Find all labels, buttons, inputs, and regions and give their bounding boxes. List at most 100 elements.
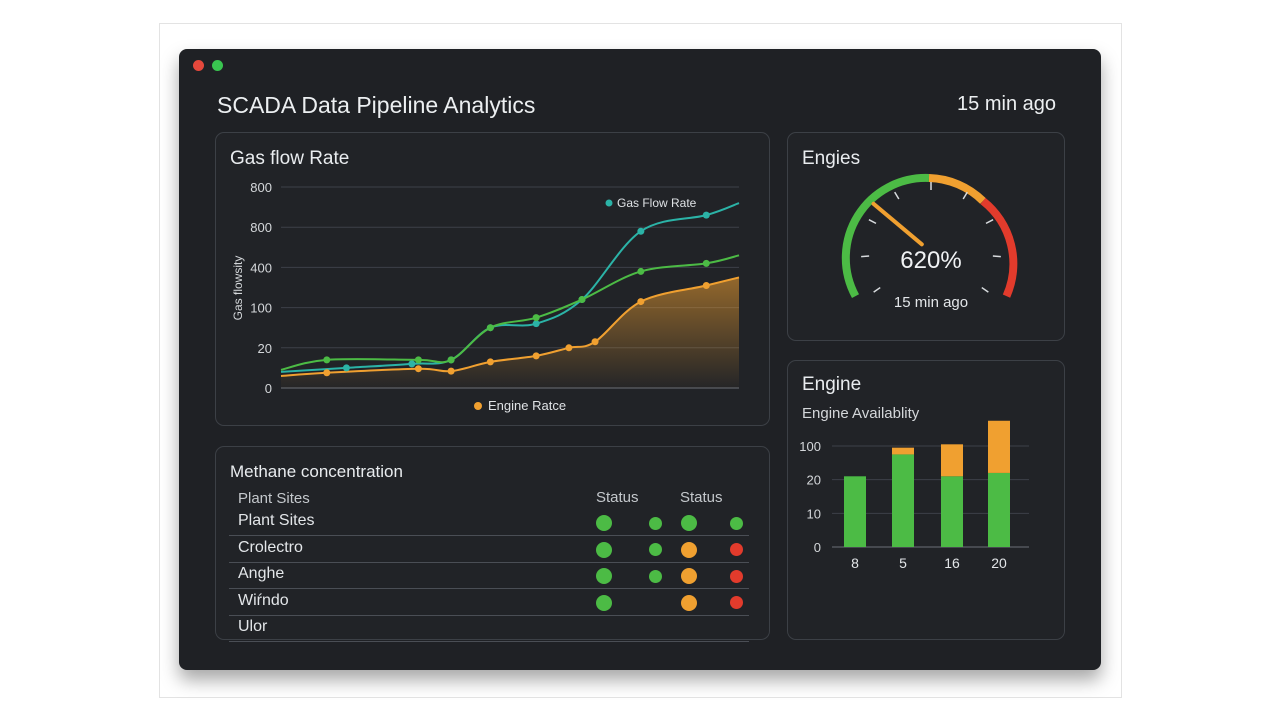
availability-bar-segment xyxy=(941,444,963,477)
secondary-flow-line-point xyxy=(578,296,586,304)
availability-bar xyxy=(844,476,866,547)
status-indicator-orange xyxy=(681,594,697,611)
engines-title: Engies xyxy=(802,148,861,169)
gauge-tick xyxy=(868,219,877,225)
gas-flow-y-tick: 0 xyxy=(265,381,272,396)
availability-x-tick: 8 xyxy=(851,555,859,571)
methane-title: Methane concentration xyxy=(230,462,403,481)
availability-y-tick: 20 xyxy=(807,473,821,488)
status-indicator-green xyxy=(649,543,662,556)
gauge-arc-red xyxy=(980,197,1018,298)
gas-flow-line-point xyxy=(408,360,416,368)
gas-flow-y-tick: 400 xyxy=(250,260,272,275)
maximize-window-button[interactable] xyxy=(212,60,223,71)
secondary-flow-line-point xyxy=(447,356,455,364)
gas-flow-line-point xyxy=(702,211,710,219)
site-name: Wiŕndo xyxy=(238,591,289,609)
engine-rate-line-point xyxy=(565,344,573,352)
gas-flow-line-point xyxy=(637,227,645,235)
secondary-flow-line-point xyxy=(532,314,540,322)
availability-x-tick: 20 xyxy=(991,555,1007,571)
gauge-value: 620% xyxy=(900,247,961,274)
status-indicator-orange xyxy=(681,541,697,558)
availability-bar-segment xyxy=(892,447,914,455)
engine-subtitle: Engine Availablity xyxy=(802,405,920,422)
status-indicator-green xyxy=(596,515,612,531)
gas-flow-y-tick: 100 xyxy=(250,301,272,316)
gas-flow-y-tick: 20 xyxy=(258,341,272,356)
status-indicator-green xyxy=(596,568,612,584)
engine-title: Engine xyxy=(802,374,862,395)
gauge-needle xyxy=(871,201,924,247)
gauge-arc-orange xyxy=(928,174,986,204)
site-name: Plant Sites xyxy=(238,512,315,529)
dashboard-title: SCADA Data Pipeline Analytics xyxy=(217,92,536,118)
availability-bar-segment xyxy=(988,420,1010,473)
availability-x-tick: 16 xyxy=(944,555,960,571)
site-name: Anghe xyxy=(238,565,285,582)
engine-rate-line-point xyxy=(591,338,599,346)
gauge-tick xyxy=(992,255,1001,258)
gauge-updated: 15 min ago xyxy=(894,294,968,311)
gauge-tick xyxy=(873,286,881,293)
close-window-button[interactable] xyxy=(193,60,204,71)
site-row[interactable]: Ulor xyxy=(229,615,749,642)
secondary-flow-line-point xyxy=(702,259,710,267)
gas-flow-chart: 0 20 100 400 800 800 Gas flowsity Gas Flow Ra… xyxy=(231,180,740,413)
gas-flow-panel: Gas flow Rate 0 20 100 400 800 800 Gas flowsi… xyxy=(215,132,770,426)
engine-rate-line-point xyxy=(323,369,331,377)
engine-availability-panel: Engine Engine Availablity 0 10 20 100 8 5 16 2… xyxy=(787,360,1065,640)
availability-y-tick: 0 xyxy=(814,540,821,555)
gauge-tick xyxy=(894,191,900,200)
site-row[interactable]: Wiŕndo xyxy=(229,589,749,616)
engine-rate-area xyxy=(281,277,739,388)
secondary-flow-line-point xyxy=(323,356,331,364)
gauge-arc-green xyxy=(841,173,930,299)
engine-gauge: 620% 15 min ago xyxy=(841,173,1018,311)
engine-availability-chart: 0 10 20 100 8 5 16 20 xyxy=(799,420,1029,571)
availability-x-tick: 5 xyxy=(899,555,907,571)
site-row[interactable]: Plant Sites xyxy=(229,509,749,536)
legend-gas-flow-rate: Gas Flow Rate xyxy=(617,196,697,210)
engine-rate-line-point xyxy=(637,298,645,306)
site-name: Crolectro xyxy=(238,538,303,556)
availability-y-tick: 10 xyxy=(807,506,821,521)
secondary-flow-line-point xyxy=(486,324,494,332)
status-indicator-green xyxy=(596,541,612,558)
site-row[interactable]: Anghe xyxy=(229,562,749,589)
status-indicator-red xyxy=(730,596,743,609)
header-status-2: Status xyxy=(680,489,723,506)
header-plant-sites: Plant Sites xyxy=(238,490,310,507)
gas-flow-y-axis-label: Gas flowsity xyxy=(231,256,245,321)
legend-dot-engine-rate xyxy=(474,402,482,410)
gauge-tick xyxy=(985,219,994,225)
site-row[interactable]: Crolectro xyxy=(229,536,749,563)
secondary-flow-line xyxy=(280,254,740,371)
gauge-tick xyxy=(962,191,968,200)
legend-dot-gas-flow xyxy=(605,199,613,207)
availability-bar xyxy=(988,472,1010,547)
header-status-1: Status xyxy=(596,489,639,506)
status-indicator-green xyxy=(596,594,612,611)
status-indicator-green xyxy=(681,515,697,531)
gas-flow-y-tick: 800 xyxy=(250,180,272,195)
legend-engine-rate: Engine Ratce xyxy=(488,398,566,413)
gauge-tick xyxy=(861,255,870,258)
availability-y-tick: 100 xyxy=(799,439,821,454)
gas-flow-title: Gas flow Rate xyxy=(230,148,350,169)
engine-rate-line-point xyxy=(532,352,540,360)
site-name: Ulor xyxy=(238,618,268,635)
status-indicator-red xyxy=(730,569,743,583)
engines-gauge-panel: Engies 620% 15 min ago xyxy=(787,132,1065,341)
status-indicator-red xyxy=(730,543,743,556)
gas-flow-line xyxy=(280,202,740,373)
gas-flow-y-tick: 800 xyxy=(250,220,272,235)
engine-rate-line-point xyxy=(447,367,455,375)
secondary-flow-line-point xyxy=(414,356,422,364)
secondary-flow-line-point xyxy=(637,267,645,275)
engine-rate-line-point xyxy=(486,358,494,366)
gas-flow-line-point xyxy=(342,364,350,372)
status-indicator-orange xyxy=(681,568,697,584)
status-indicator-green xyxy=(649,516,662,530)
status-indicator-green xyxy=(649,569,662,583)
